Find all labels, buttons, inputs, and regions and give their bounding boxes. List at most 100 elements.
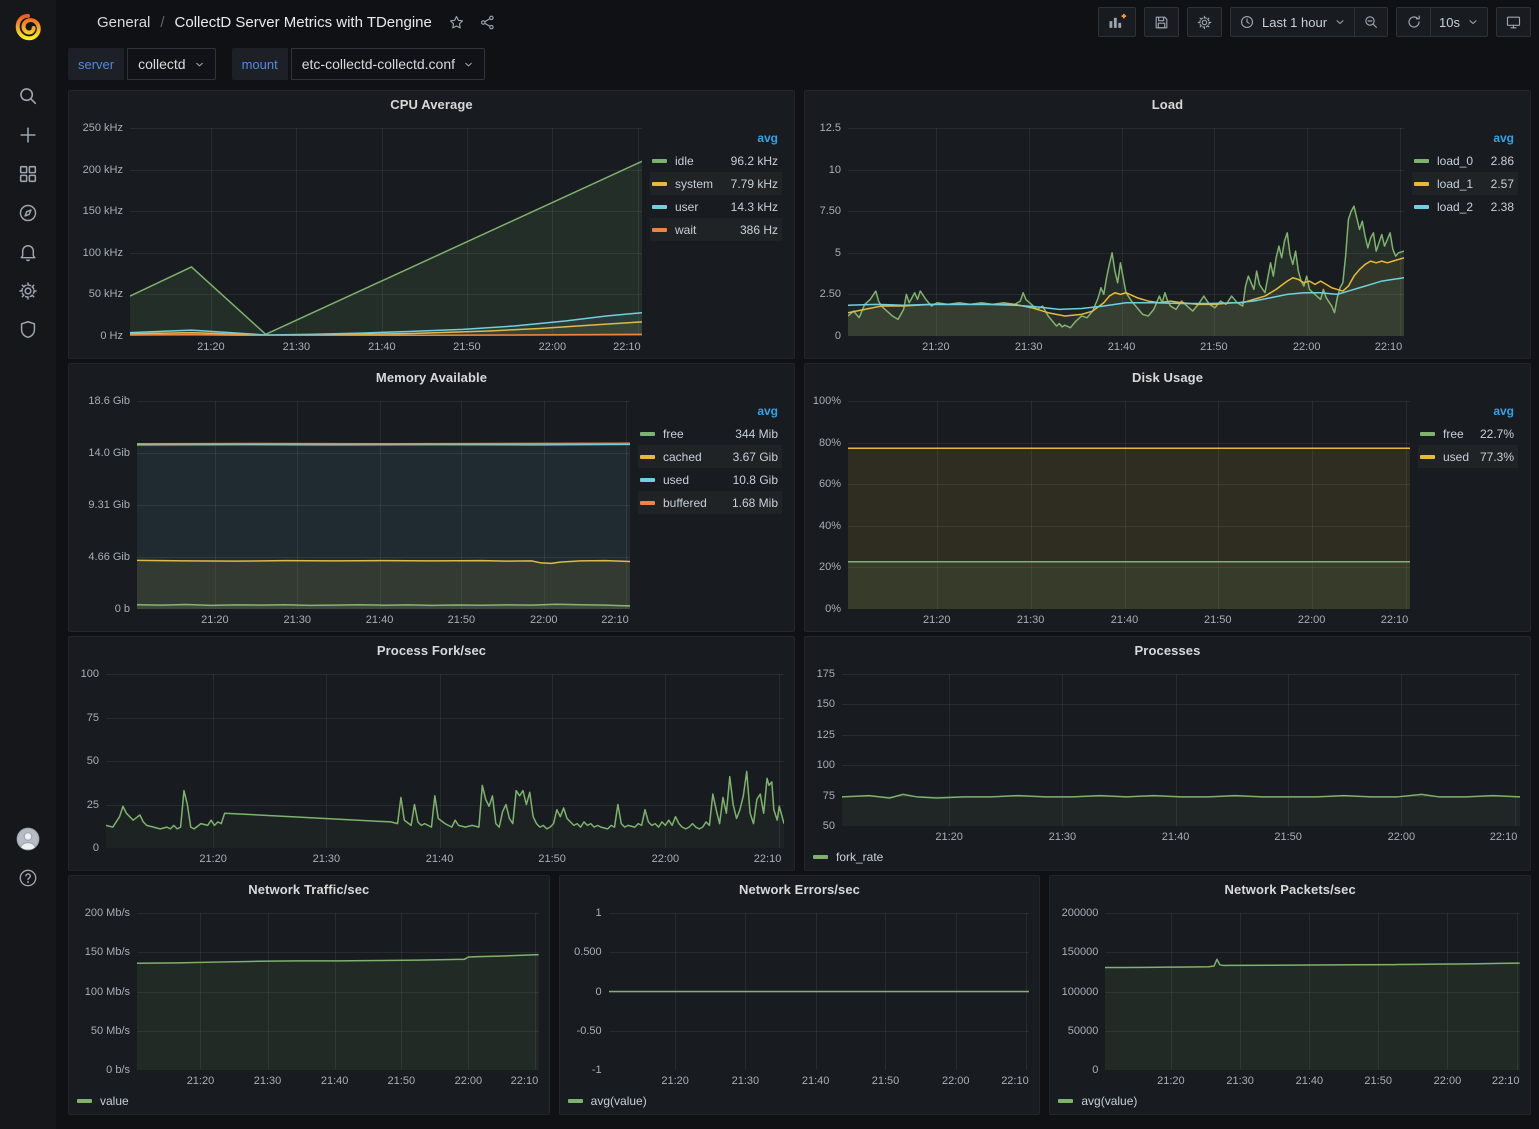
legend: avgfree22.7%used77.3%	[1410, 392, 1520, 629]
legend-item[interactable]: avg(value)	[568, 1094, 647, 1108]
sidebar-item-profile[interactable]	[6, 819, 50, 858]
legend-item[interactable]: load_02.86	[1412, 149, 1518, 172]
star-icon[interactable]	[448, 14, 465, 31]
legend-value: 2.57	[1491, 177, 1514, 191]
x-tick-label: 22:10	[511, 1075, 539, 1087]
legend-item[interactable]: wait386 Hz	[650, 218, 782, 241]
sidebar-item-dashboards[interactable]	[6, 154, 50, 193]
y-tick-label: 150	[817, 698, 835, 710]
legend-avg-header[interactable]: avg	[1418, 402, 1518, 422]
chart: 10.5000-0.50-121:2021:3021:4021:5022:002…	[566, 904, 1030, 1112]
chart-canvas	[609, 913, 1030, 1070]
panel-title[interactable]: Load	[805, 91, 1530, 117]
legend-series-color	[652, 228, 667, 232]
x-axis: 21:2021:3021:4021:5022:0022:10	[75, 609, 630, 629]
legend-item[interactable]: user14.3 kHz	[650, 195, 782, 218]
legend-label: value	[100, 1094, 129, 1108]
panel-title[interactable]: Memory Available	[69, 364, 794, 390]
main-area: General / CollectD Server Metrics with T…	[56, 0, 1539, 1129]
legend-item[interactable]: cached3.67 Gib	[638, 445, 782, 468]
legend-item[interactable]: load_12.57	[1412, 172, 1518, 195]
legend-avg-header[interactable]: avg	[650, 129, 782, 149]
sidebar-item-configuration[interactable]	[6, 271, 50, 310]
legend-item[interactable]: load_22.38	[1412, 195, 1518, 218]
panel-title[interactable]: Disk Usage	[805, 364, 1530, 390]
x-axis: 21:2021:3021:4021:5022:0022:10	[811, 826, 1520, 846]
legend-avg-header[interactable]: avg	[1412, 129, 1518, 149]
chart-plot-column: 200 Mb/s150 Mb/s100 Mb/s50 Mb/s0 b/s21:2…	[75, 904, 539, 1112]
legend-item[interactable]: used77.3%	[1418, 445, 1518, 468]
variable-server: server collectd	[68, 48, 216, 80]
dashboard-title[interactable]: CollectD Server Metrics with TDengine	[175, 14, 432, 31]
zoom-out-time-button[interactable]	[1354, 7, 1388, 37]
panel-chart-processes: 175150125100755021:2021:3021:4021:5022:0…	[805, 663, 1530, 870]
x-tick-label: 22:10	[601, 614, 629, 626]
legend-item[interactable]: free22.7%	[1418, 422, 1518, 445]
y-tick-label: 50 Mb/s	[91, 1025, 130, 1037]
x-tick-label: 22:00	[1434, 1075, 1462, 1087]
template-variables-row: server collectd mount etc-collectd-colle…	[68, 44, 1531, 90]
chevron-down-icon	[1467, 16, 1479, 28]
panel-memory-available: Memory Available 18.6 Gib14.0 Gib9.31 Gi…	[68, 363, 795, 632]
panel-title[interactable]: CPU Average	[69, 91, 794, 117]
legend-item[interactable]: buffered1.68 Mib	[638, 491, 782, 514]
y-tick-label: 200000	[1062, 907, 1099, 919]
legend-item[interactable]: free344 Mib	[638, 422, 782, 445]
x-tick-label: 21:20	[661, 1075, 689, 1087]
dashboard-settings-button[interactable]	[1187, 7, 1222, 37]
legend-item[interactable]: fork_rate	[813, 850, 883, 864]
time-range-button[interactable]: Last 1 hour	[1230, 7, 1354, 37]
chart: 20000015000010000050000021:2021:3021:402…	[1056, 904, 1520, 1112]
panel-title[interactable]: Process Fork/sec	[69, 637, 794, 663]
legend-value: 14.3 kHz	[731, 200, 778, 214]
x-tick-label: 22:00	[455, 1075, 483, 1087]
panel-title[interactable]: Network Traffic/sec	[69, 876, 549, 902]
refresh-button[interactable]	[1396, 7, 1430, 37]
legend-avg-header[interactable]: avg	[638, 402, 782, 422]
sidebar-item-explore[interactable]	[6, 193, 50, 232]
x-tick-label: 21:40	[368, 341, 396, 353]
grafana-logo[interactable]	[6, 6, 50, 50]
y-tick-label: 150 kHz	[83, 205, 123, 217]
panel-title[interactable]: Processes	[805, 637, 1530, 663]
legend-item[interactable]: used10.8 Gib	[638, 468, 782, 491]
x-tick-label: 21:50	[1204, 614, 1232, 626]
variable-server-picker[interactable]: collectd	[127, 48, 215, 80]
legend-label: load_1	[1437, 177, 1491, 191]
x-tick-label: 21:20	[187, 1075, 215, 1087]
panel-title[interactable]: Network Errors/sec	[560, 876, 1040, 902]
legend-item[interactable]: value	[77, 1094, 129, 1108]
plot-and-yaxis: 12.5107.5052.500	[811, 119, 1404, 336]
refresh-interval-button[interactable]: 10s	[1430, 7, 1488, 37]
x-tick-label: 22:00	[652, 853, 680, 865]
x-tick-label: 21:40	[1162, 831, 1190, 843]
chart-plot-column: 10.5000-0.50-121:2021:3021:4021:5022:002…	[566, 904, 1030, 1112]
share-icon[interactable]	[479, 14, 496, 31]
series-fill-used	[137, 444, 630, 609]
sidebar-item-help[interactable]	[6, 858, 50, 897]
panel-load: Load 12.5107.5052.50021:2021:3021:4021:5…	[804, 90, 1531, 359]
variable-mount-picker[interactable]: etc-collectd-collectd.conf	[291, 48, 485, 80]
plot-area	[848, 401, 1410, 609]
legend-item[interactable]: system7.79 kHz	[650, 172, 782, 195]
legend-label: avg(value)	[591, 1094, 647, 1108]
sidebar-item-server-admin[interactable]	[6, 310, 50, 349]
legend-value: 2.86	[1491, 154, 1514, 168]
y-tick-label: 4.66 Gib	[88, 551, 130, 563]
panel-title[interactable]: Network Packets/sec	[1050, 876, 1530, 902]
save-dashboard-button[interactable]	[1144, 7, 1179, 37]
cycle-view-mode-button[interactable]	[1496, 7, 1531, 37]
y-tick-label: 60%	[819, 478, 841, 490]
compass-icon	[17, 202, 39, 224]
legend-item[interactable]: idle96.2 kHz	[650, 149, 782, 172]
sidebar-item-alerting[interactable]	[6, 232, 50, 271]
legend-label: idle	[675, 154, 731, 168]
sidebar-item-create[interactable]	[6, 115, 50, 154]
sidebar-item-search[interactable]	[6, 76, 50, 115]
legend-item[interactable]: avg(value)	[1058, 1094, 1137, 1108]
add-panel-button[interactable]	[1098, 7, 1136, 37]
legend-series-color	[813, 855, 828, 859]
x-tick-label: 21:50	[453, 341, 481, 353]
plot-area	[130, 128, 642, 336]
breadcrumb-folder[interactable]: General	[97, 14, 150, 31]
